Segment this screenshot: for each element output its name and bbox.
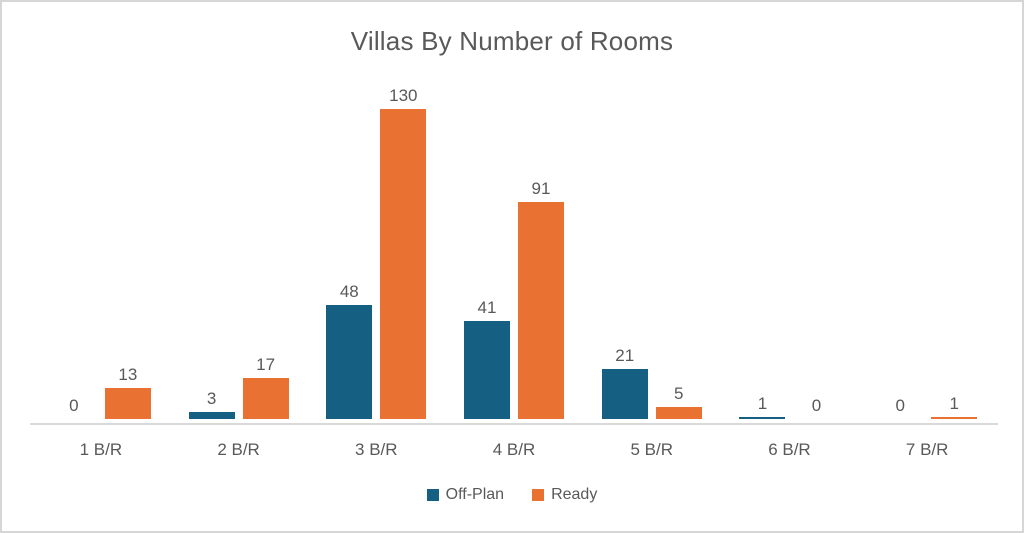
- bar-value-label: 91: [531, 179, 551, 198]
- legend-swatch-icon: [426, 489, 439, 501]
- legend-label: Ready: [551, 486, 598, 503]
- bar-value-label: 5: [674, 384, 684, 404]
- bar-col-ready: 1: [931, 393, 978, 419]
- bar-value-label: 3: [206, 388, 217, 408]
- bar-off-plan: [464, 321, 511, 419]
- bar-value-label: 48: [339, 281, 359, 301]
- category-label: 4 B/R: [492, 440, 536, 459]
- bar-col-off-plan: 21: [601, 345, 648, 419]
- bar-ready: [655, 407, 702, 419]
- x-axis-labels: 1 B/R 2 B/R 3 B/R 4 B/R 5 B/R 6 B/R 7 B/R: [32, 440, 996, 460]
- bar-value-label: 130: [389, 86, 418, 105]
- bar-col-off-plan: 0: [51, 397, 97, 419]
- bar-col-ready: 130: [380, 86, 427, 419]
- category-label: 1 B/R: [79, 440, 123, 459]
- bar-off-plan: [326, 304, 373, 419]
- bar-col-ready: 0: [793, 397, 839, 419]
- bar-col-ready: 91: [518, 179, 565, 419]
- bar-value-label: 1: [757, 393, 768, 413]
- bar-value-label: 13: [118, 365, 138, 384]
- bar-ready: [242, 378, 289, 419]
- legend-item-off-plan: Off-Plan: [426, 486, 505, 504]
- bar-value-label: 0: [69, 396, 79, 415]
- category-group-5-b-r: 21 5: [583, 72, 721, 419]
- bar-off-plan: [188, 411, 235, 419]
- bar-ready: [380, 109, 427, 419]
- legend: Off-Plan Ready: [2, 486, 1022, 504]
- bar-ready: [104, 388, 151, 419]
- bar-value-label: 21: [615, 345, 635, 365]
- bar-value-label: 41: [477, 298, 497, 318]
- category-label: 6 B/R: [768, 440, 811, 459]
- bar-col-off-plan: 48: [326, 281, 373, 419]
- plot-area: 0 13 3 17 48 130 41 91 21 5 1 0 0 1: [32, 72, 996, 419]
- bar-value-label: 0: [895, 396, 905, 415]
- bar-col-ready: 13: [104, 365, 151, 419]
- bar-value-label: 0: [811, 396, 822, 415]
- category-label: 5 B/R: [630, 440, 673, 459]
- category-group-2-b-r: 3 17: [170, 72, 308, 419]
- legend-item-ready: Ready: [532, 486, 597, 504]
- bar-off-plan: [739, 416, 786, 419]
- bar-ready: [931, 416, 978, 419]
- x-axis-line: [30, 423, 998, 425]
- bar-col-ready: 17: [242, 355, 289, 419]
- legend-label: Off-Plan: [445, 486, 505, 503]
- category-group-4-b-r: 41 91: [445, 72, 583, 419]
- bar-value-label: 1: [949, 393, 959, 413]
- category-label: 2 B/R: [217, 440, 260, 459]
- legend-swatch-icon: [532, 489, 545, 501]
- bar-col-off-plan: 41: [464, 298, 511, 419]
- bar-col-off-plan: 0: [877, 397, 923, 419]
- bar-col-off-plan: 3: [188, 388, 235, 419]
- category-label: 3 B/R: [355, 440, 398, 459]
- category-label: 7 B/R: [905, 440, 949, 459]
- bar-ready: [518, 202, 565, 419]
- bar-value-label: 17: [256, 355, 276, 375]
- category-group-3-b-r: 48 130: [307, 72, 445, 419]
- bar-col-off-plan: 1: [739, 393, 786, 419]
- bar-col-ready: 5: [655, 384, 702, 419]
- bar-off-plan: [601, 368, 648, 419]
- category-group-1-b-r: 0 13: [32, 72, 170, 419]
- chart-title: Villas By Number of Rooms: [350, 26, 674, 56]
